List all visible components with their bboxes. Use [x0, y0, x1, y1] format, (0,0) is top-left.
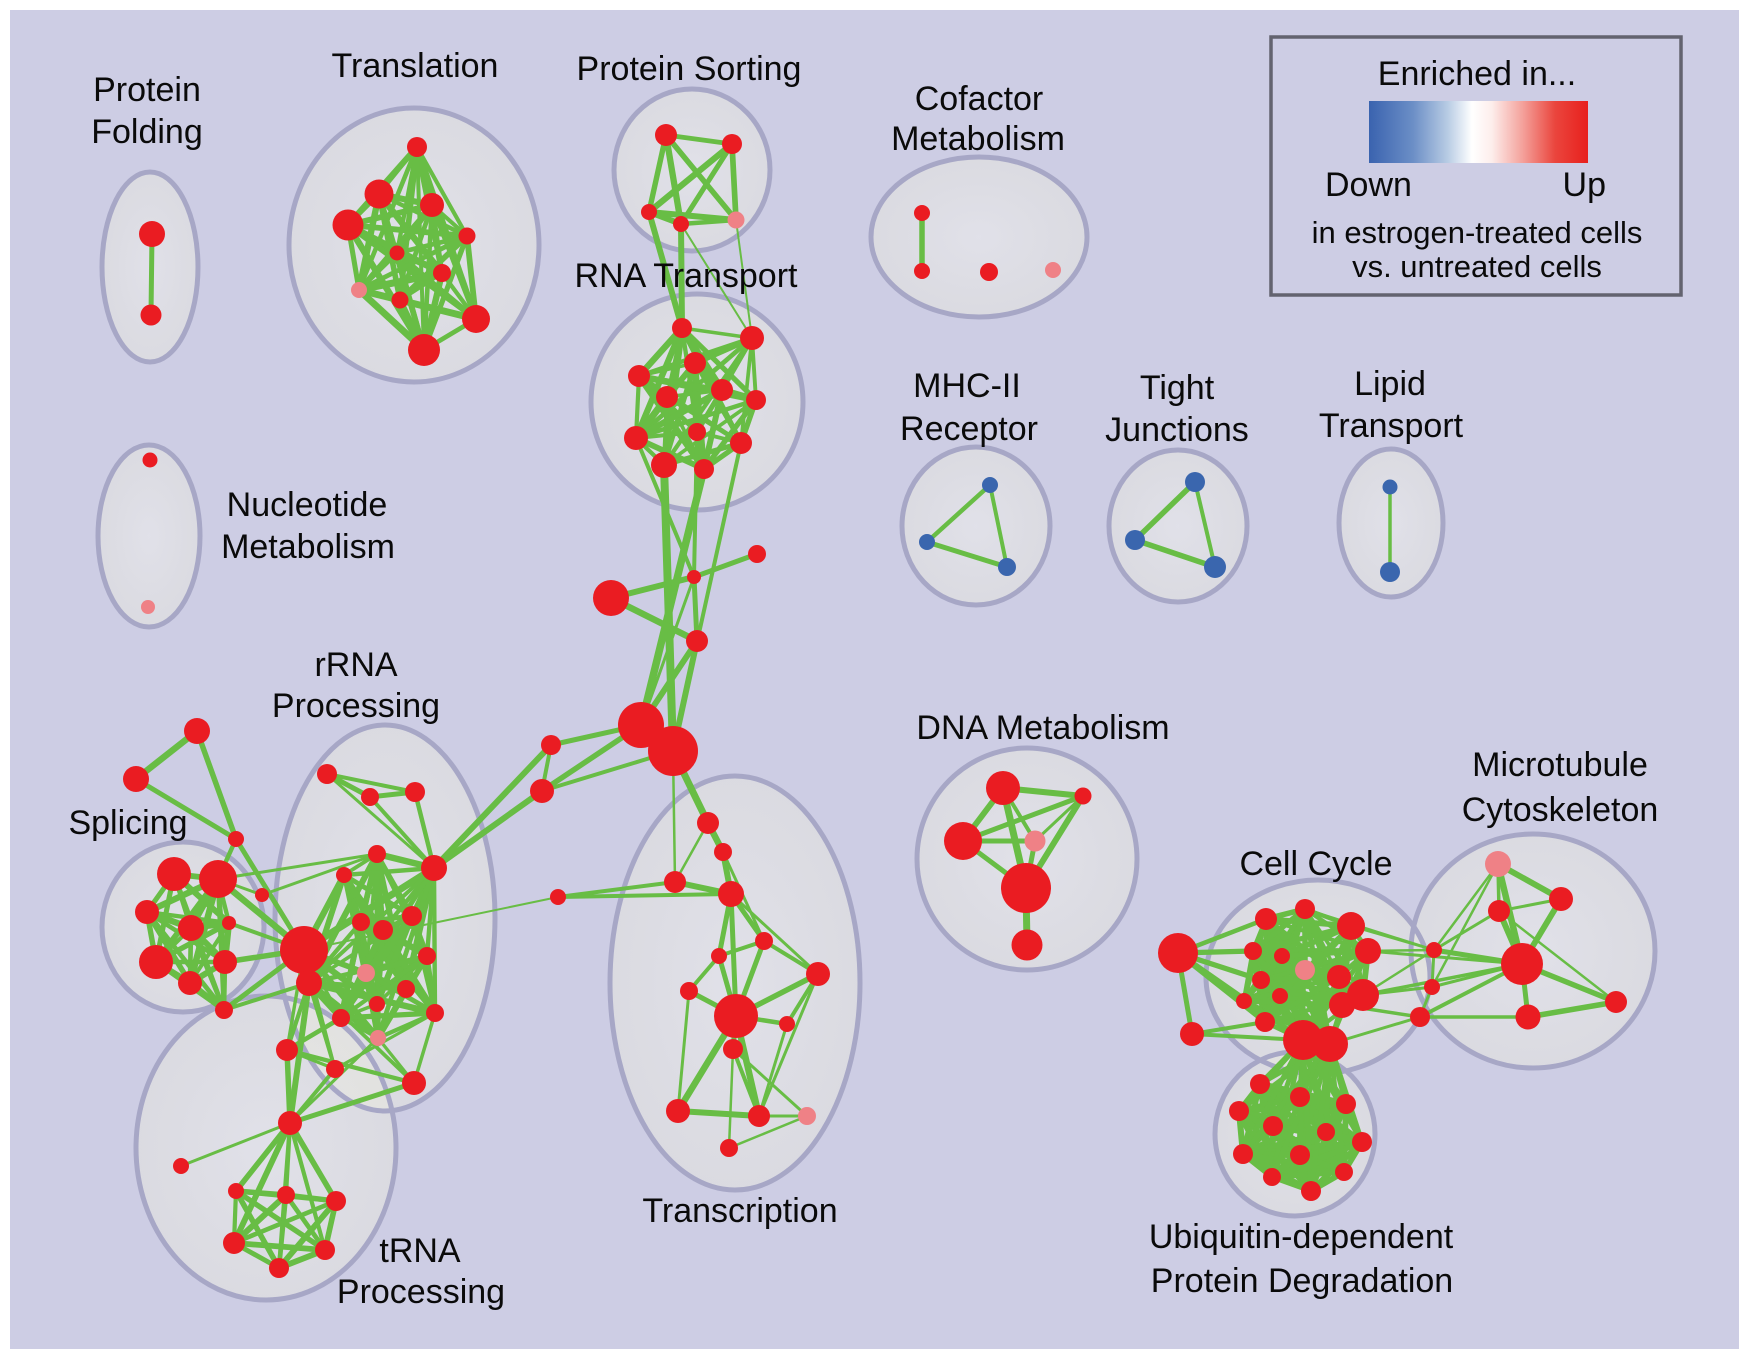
svg-text:MHC-II: MHC-II — [913, 367, 1021, 405]
svg-text:RNA Transport: RNA Transport — [575, 257, 799, 295]
svg-text:Enriched in...: Enriched in... — [1378, 55, 1576, 93]
svg-text:Protein Sorting: Protein Sorting — [577, 50, 802, 88]
svg-text:Junctions: Junctions — [1105, 411, 1249, 449]
svg-text:Transcription: Transcription — [642, 1192, 837, 1230]
svg-text:Cell Cycle: Cell Cycle — [1239, 845, 1392, 883]
svg-text:Down: Down — [1325, 166, 1412, 204]
svg-text:Folding: Folding — [91, 113, 203, 151]
svg-text:Metabolism: Metabolism — [891, 120, 1065, 158]
svg-text:tRNA: tRNA — [379, 1232, 461, 1270]
svg-text:Protein: Protein — [93, 71, 201, 109]
svg-text:Cytoskeleton: Cytoskeleton — [1462, 791, 1659, 829]
svg-text:Up: Up — [1563, 166, 1606, 204]
svg-text:Tight: Tight — [1140, 369, 1215, 407]
svg-text:Protein Degradation: Protein Degradation — [1151, 1262, 1453, 1300]
svg-text:Metabolism: Metabolism — [221, 528, 395, 566]
svg-text:Ubiquitin-dependent: Ubiquitin-dependent — [1149, 1218, 1454, 1256]
svg-text:Transport: Transport — [1319, 407, 1464, 445]
svg-text:Receptor: Receptor — [900, 410, 1038, 448]
svg-text:Lipid: Lipid — [1354, 365, 1426, 403]
svg-text:in estrogen-treated cells: in estrogen-treated cells — [1312, 215, 1643, 250]
svg-text:Cofactor: Cofactor — [915, 80, 1044, 118]
svg-text:Translation: Translation — [332, 47, 499, 85]
svg-text:Processing: Processing — [337, 1273, 505, 1311]
svg-text:rRNA: rRNA — [314, 646, 397, 684]
svg-text:Processing: Processing — [272, 687, 440, 725]
svg-text:DNA Metabolism: DNA Metabolism — [916, 709, 1169, 747]
svg-text:Splicing: Splicing — [68, 804, 187, 842]
svg-text:Microtubule: Microtubule — [1472, 746, 1648, 784]
svg-text:vs. untreated cells: vs. untreated cells — [1352, 249, 1602, 284]
svg-text:Nucleotide: Nucleotide — [227, 486, 388, 524]
